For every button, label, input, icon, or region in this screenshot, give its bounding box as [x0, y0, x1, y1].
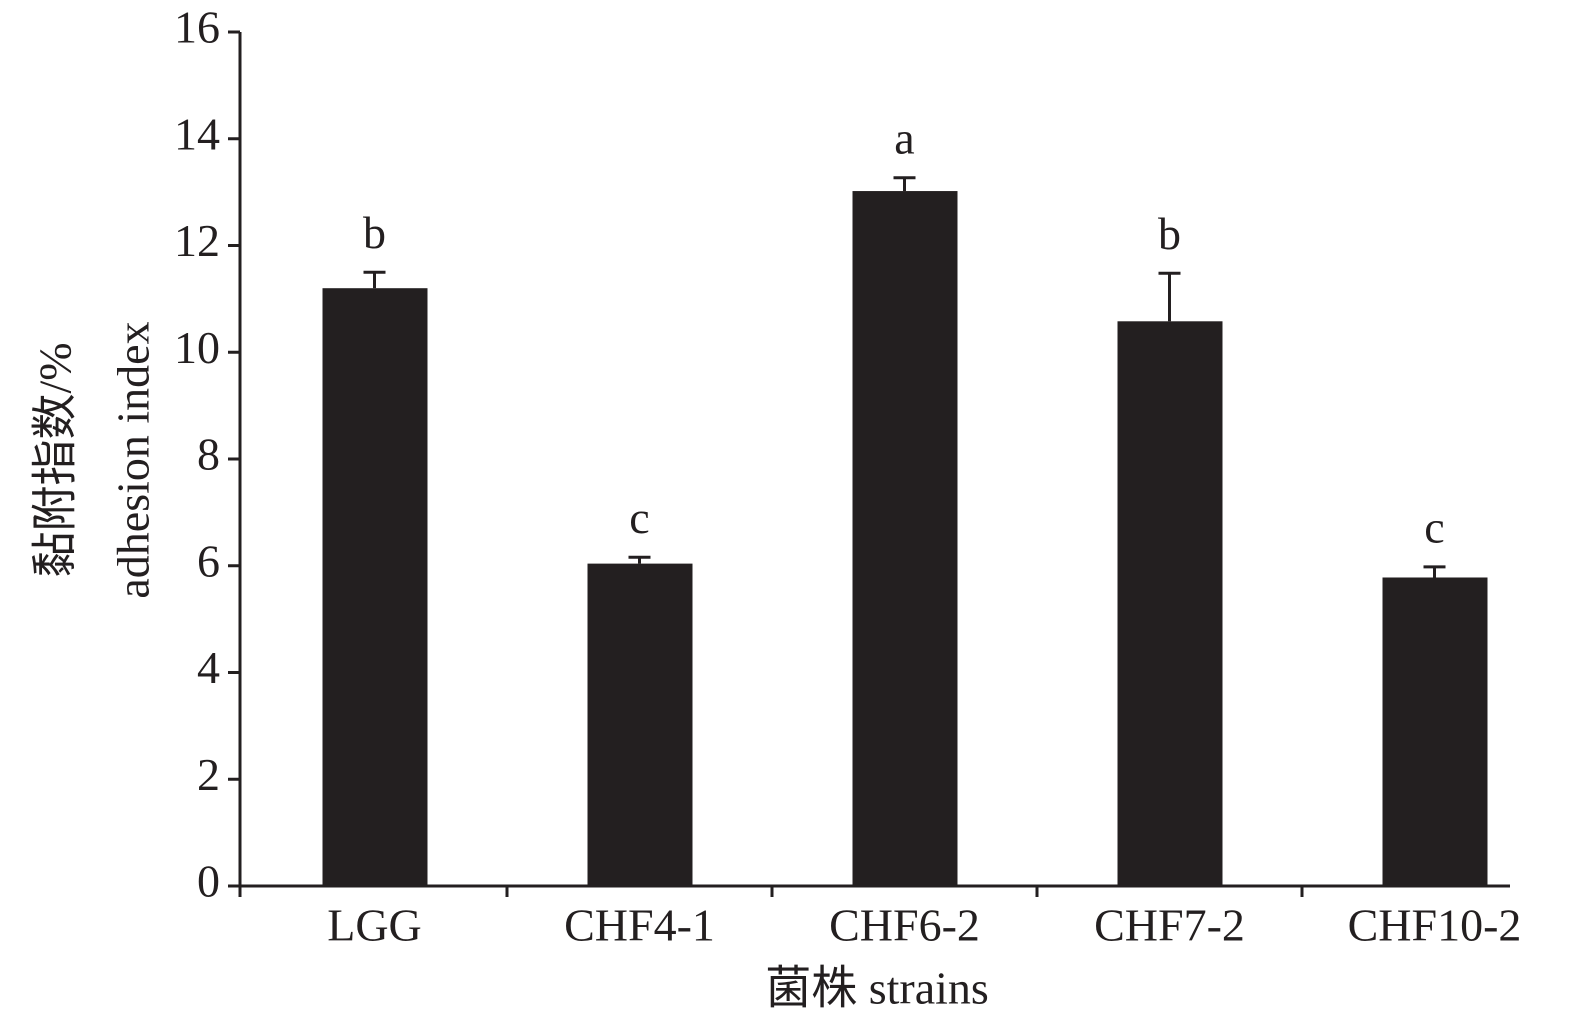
bar — [852, 191, 958, 886]
y-tick-label: 0 — [197, 856, 220, 907]
y-tick-label: 14 — [174, 108, 220, 159]
y-tick-label: 2 — [197, 749, 220, 800]
y-tick-label: 4 — [197, 642, 220, 693]
x-tick-label: CHF4-1 — [564, 900, 715, 951]
significance-letter: b — [363, 207, 386, 258]
significance-letter: c — [629, 492, 649, 543]
y-axis-label: adhesion index — [108, 321, 159, 598]
x-tick-label: CHF6-2 — [829, 900, 980, 951]
significance-letter: c — [1424, 501, 1444, 552]
y-tick-label: 6 — [197, 535, 220, 586]
y-tick-label: 12 — [174, 215, 220, 266]
x-tick-label: CHF7-2 — [1094, 900, 1245, 951]
x-axis-label: 菌株 strains — [765, 963, 989, 1014]
bar — [1382, 577, 1488, 886]
y-tick-label: 10 — [174, 322, 220, 373]
significance-letter: a — [894, 112, 914, 163]
y-tick-label: 16 — [174, 2, 220, 53]
significance-letter: b — [1158, 208, 1181, 259]
y-axis-label: 黏附指数/% — [30, 342, 81, 577]
bar — [1117, 321, 1223, 887]
bar — [322, 288, 428, 886]
x-tick-label: LGG — [327, 900, 422, 951]
bar — [587, 563, 693, 886]
x-tick-label: CHF10-2 — [1348, 900, 1522, 951]
y-tick-label: 8 — [197, 429, 220, 480]
